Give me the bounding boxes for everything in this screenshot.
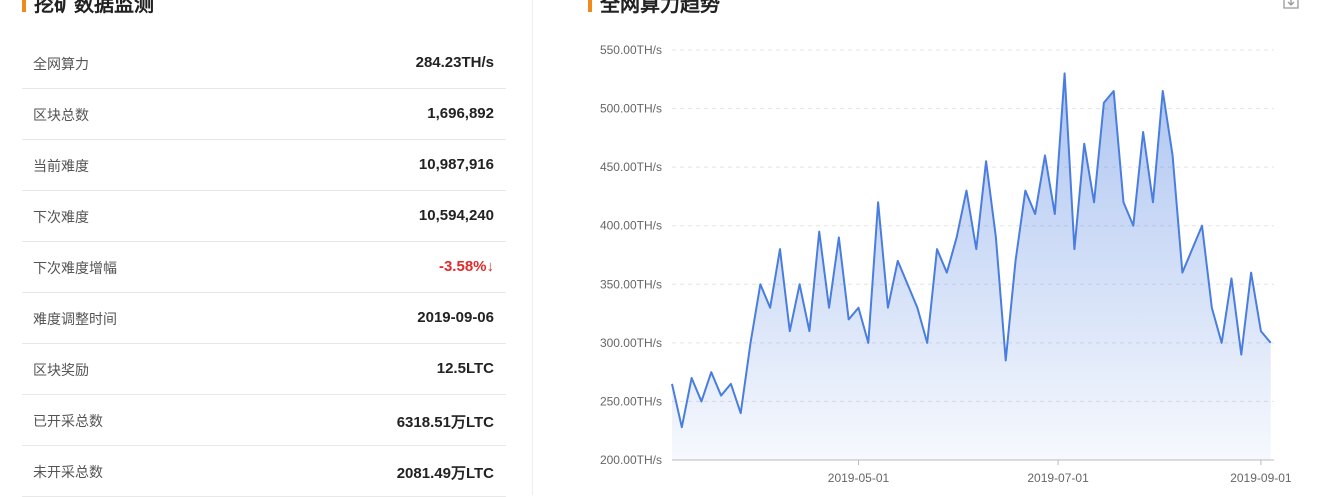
stat-label: 未开采总数	[33, 464, 103, 480]
stats-row: 区块总数 1,696,892	[22, 88, 506, 140]
stat-label: 全网算力	[33, 56, 89, 72]
stat-label: 区块总数	[33, 107, 89, 123]
mining-panel: 挖矿数据监测 全网算力 284.23TH/s 区块总数 1,696,892 当前难度 10…	[0, 0, 533, 497]
stats-row: 未开采总数 2081.49万LTC	[22, 445, 506, 497]
stat-value: 12.5LTC	[436, 360, 494, 377]
stat-label: 区块奖励	[33, 362, 89, 378]
line	[671, 72, 1272, 429]
y-tick-label: 500.00TH/s	[600, 102, 662, 116]
stat-value: -3.58%↓	[438, 258, 494, 275]
x-tick-label: 2019-09-01	[1230, 471, 1292, 485]
stats-row: 当前难度 10,987,916	[22, 139, 506, 191]
y-tick-label: 200.00TH/s	[600, 453, 662, 467]
y-tick-label: 300.00TH/s	[600, 336, 662, 350]
y-tick-label: 250.00TH/s	[600, 394, 662, 408]
panel-title: 挖矿数据监测	[22, 0, 154, 17]
stat-label: 已开采总数	[33, 413, 103, 429]
stats-row: 下次难度 10,594,240	[22, 190, 506, 242]
x-tick-label: 2019-05-01	[828, 471, 890, 485]
stat-label: 下次难度增幅	[33, 260, 117, 276]
y-tick-label: 350.00TH/s	[600, 277, 662, 291]
stat-label: 难度调整时间	[33, 311, 117, 327]
x-tick-label: 2019-07-01	[1027, 471, 1089, 485]
stats-row: 区块奖励 12.5LTC	[22, 343, 506, 395]
stat-label: 下次难度	[33, 209, 89, 225]
y-tick-label: 550.00TH/s	[600, 43, 662, 57]
stat-value: 10,594,240	[418, 207, 494, 224]
stat-label: 当前难度	[33, 158, 89, 174]
stats-row: 难度调整时间 2019-09-06	[22, 292, 506, 344]
y-tick-label: 400.00TH/s	[600, 219, 662, 233]
download-icon[interactable]	[1283, 0, 1299, 9]
stats-row: 全网算力 284.23TH/s	[22, 37, 506, 89]
stats-row: 已开采总数 6318.51万LTC	[22, 394, 506, 446]
stats-row: 下次难度增幅 -3.58%↓	[22, 241, 506, 293]
area	[672, 73, 1271, 460]
y-tick-label: 450.00TH/s	[600, 160, 662, 174]
stat-value: 10,987,916	[418, 156, 494, 173]
chart-title: 全网算力趋势	[588, 0, 720, 17]
stat-value: 1,696,892	[427, 105, 494, 122]
stat-value: 6318.51万LTC	[396, 414, 494, 431]
stat-value: 2081.49万LTC	[396, 465, 494, 482]
stat-value: 2019-09-06	[417, 309, 494, 326]
stat-value: 284.23TH/s	[415, 54, 494, 71]
